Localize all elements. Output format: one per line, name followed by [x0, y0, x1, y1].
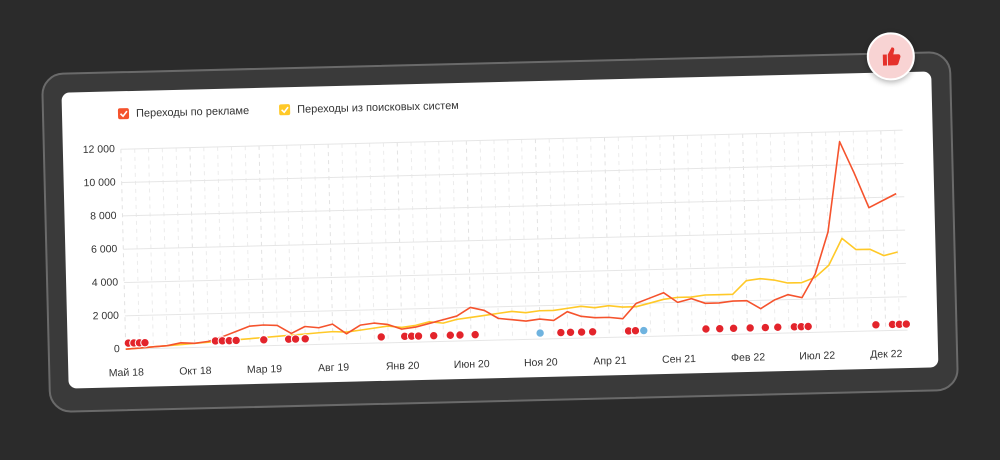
event-marker [715, 323, 725, 334]
event-marker [871, 320, 881, 330]
x-tick-label: Ноя 20 [524, 356, 558, 369]
event-marker [445, 330, 456, 340]
event-marker [576, 327, 587, 337]
legend-label: Переходы по рекламе [136, 105, 249, 120]
event-marker [413, 331, 424, 341]
event-marker [773, 322, 783, 332]
grid-line [122, 196, 905, 217]
x-tick-label: Мар 19 [247, 363, 283, 376]
grid-line [120, 129, 903, 150]
event-marker [728, 323, 739, 334]
y-tick-label: 0 [114, 343, 120, 355]
event-marker [231, 335, 241, 346]
grid-line [124, 262, 906, 284]
grid-line [125, 329, 908, 350]
series-line [125, 140, 897, 350]
event-marker [429, 330, 439, 341]
like-icon [882, 47, 901, 66]
y-tick-label: 4 000 [92, 276, 119, 289]
like-badge[interactable] [866, 31, 916, 81]
event-marker [376, 332, 386, 342]
grid-line [124, 296, 907, 317]
event-marker [556, 327, 566, 338]
y-tick-label: 6 000 [91, 243, 118, 256]
x-tick-label: Июл 22 [799, 350, 835, 363]
y-tick-label: 12 000 [83, 143, 116, 156]
chart: Переходы по рекламе Переходы из поисковых… [83, 100, 911, 380]
screenshot: Переходы по рекламе Переходы из поисковых… [40, 31, 960, 414]
x-tick-label: Дек 22 [870, 348, 903, 361]
x-tick-label: Сен 21 [662, 353, 696, 366]
event-marker [140, 338, 150, 348]
event-marker [901, 319, 911, 329]
x-tick-label: Апр 21 [593, 355, 627, 368]
event-marker [300, 334, 310, 344]
event-marker [630, 326, 641, 336]
event-marker [565, 327, 576, 338]
x-tick-label: Май 18 [109, 367, 145, 380]
y-tick-label: 2 000 [93, 310, 120, 323]
x-tick-label: Окт 18 [179, 365, 212, 378]
event-marker [745, 323, 755, 333]
grid-line [121, 162, 904, 184]
event-marker [470, 329, 480, 340]
legend-checkbox[interactable] [117, 108, 130, 120]
series-line [125, 237, 898, 350]
event-marker [701, 324, 711, 334]
event-marker [259, 335, 269, 345]
event-marker [455, 330, 465, 340]
x-tick-label: Фев 22 [731, 351, 765, 364]
x-tick-label: Янв 20 [386, 360, 420, 373]
x-tick-label: Июн 20 [454, 358, 490, 371]
y-tick-label: 10 000 [83, 176, 116, 189]
legend-checkbox[interactable] [279, 104, 291, 116]
legend-check [119, 110, 128, 118]
event-marker [290, 334, 301, 344]
event-marker [535, 328, 545, 338]
chart-card: Переходы по рекламе Переходы из поисковых… [61, 71, 939, 389]
y-tick-label: 8 000 [90, 210, 117, 223]
event-marker [803, 321, 813, 332]
event-marker [760, 322, 771, 333]
x-tick-label: Авг 19 [318, 362, 349, 375]
grid-line [123, 229, 906, 250]
event-marker [639, 325, 649, 336]
event-marker [587, 327, 598, 337]
legend-label: Переходы из поисковых систем [297, 100, 459, 116]
legend-check [281, 106, 289, 114]
